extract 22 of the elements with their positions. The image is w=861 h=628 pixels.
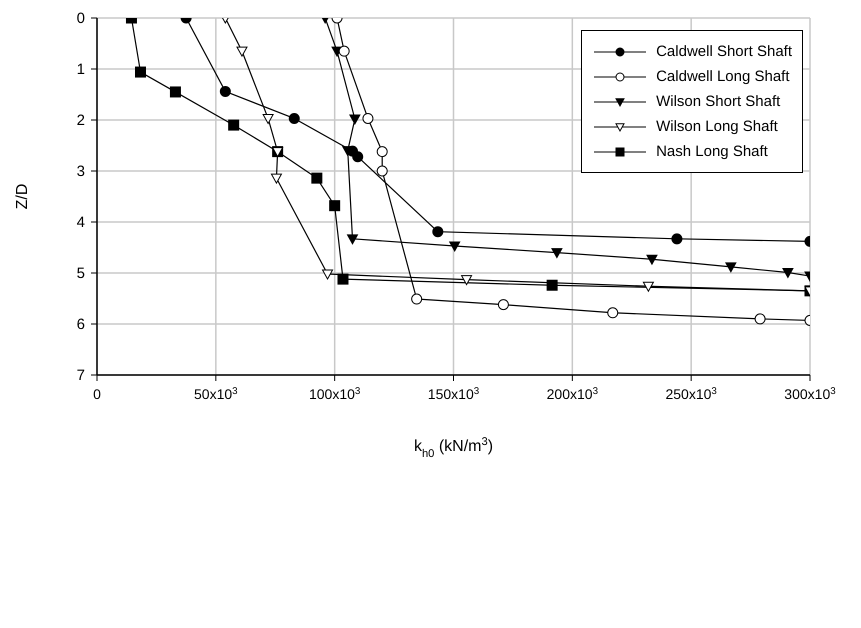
y-tick-label: 4 — [76, 214, 85, 231]
x-axis-title: k$_{h0}$ (kN/m$^{3}$) — [414, 436, 494, 460]
y-tick-label: 6 — [76, 316, 85, 333]
legend-label: Caldwell Short Shaft — [656, 43, 792, 60]
x-tick-label: 50x10$^{3}$ — [194, 386, 238, 402]
x-tick-label: 250x10$^{3}$ — [665, 386, 718, 402]
x-tick-label: 300x10$^{3}$ — [784, 386, 836, 402]
x-tick-label: 150x10$^{3}$ — [428, 386, 480, 402]
legend-label: Wilson Long Shaft — [656, 118, 778, 135]
legend-label: Wilson Short Shaft — [656, 93, 780, 110]
y-axis-title: Z/D — [14, 184, 31, 210]
y-tick-label: 1 — [76, 61, 85, 78]
x-tick-label: 100x10$^{3}$ — [308, 386, 361, 402]
y-tick-label: 0 — [76, 10, 85, 27]
y-tick-label: 2 — [76, 112, 85, 129]
legend-label: Nash Long Shaft — [656, 143, 768, 160]
x-tick-label: 200x10$^{3}$ — [546, 386, 599, 402]
y-tick-label: 7 — [76, 367, 85, 384]
y-tick-label: 3 — [76, 163, 85, 180]
y-tick-label: 5 — [76, 265, 85, 282]
legend-label: Caldwell Long Shaft — [656, 68, 790, 85]
x-tick-label: 0 — [93, 386, 102, 402]
